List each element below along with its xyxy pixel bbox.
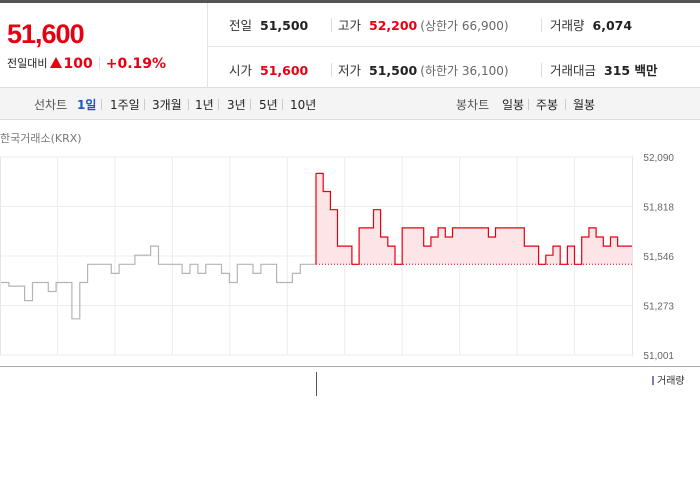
stat-value: 6,074 (592, 18, 633, 33)
tab-weekly-candle[interactable]: 주봉 (536, 98, 559, 112)
divider (144, 99, 145, 110)
y-tick-label: 51,001 (643, 351, 674, 362)
divider (218, 99, 219, 110)
tab-5years[interactable]: 5년 (259, 98, 278, 112)
price-summary: 51,600 전일대비 100 +0.19% (0, 3, 208, 88)
stat-label: 저가 (338, 63, 362, 78)
divider (188, 99, 189, 110)
stat-value: 51,600 (260, 63, 309, 78)
stat-low: 저가 51,500 (하한가 36,100) (338, 60, 509, 79)
stat-label: 전일 (229, 18, 253, 33)
change-label: 전일대비 (7, 57, 48, 70)
tab-monthly-candle[interactable]: 월봉 (573, 98, 596, 112)
series-line-previous (1, 245, 316, 320)
stat-value: 51,500 (369, 63, 418, 78)
stat-high: 고가 52,200 (상한가 66,900) (338, 15, 509, 34)
chart-period-tabs: 선차트 1일 1주일 3개월 1년 3년 5년 10년 봉차트 일봉 주봉 월봉 (0, 88, 700, 120)
y-tick-label: 51,546 (643, 252, 674, 263)
stat-label: 고가 (338, 18, 362, 33)
divider (331, 63, 332, 77)
stat-value: 52,200 (369, 18, 418, 33)
upper-limit: (상한가 66,900) (420, 19, 509, 33)
volume-legend-label: 거래량 (657, 376, 685, 387)
y-tick-label: 51,818 (643, 203, 674, 214)
stat-amount: 거래대금 315 백만 (550, 60, 657, 79)
change-row: 전일대비 100 +0.19% (7, 55, 166, 72)
divider (101, 99, 102, 110)
stat-volume: 거래량 6,074 (550, 15, 632, 34)
volume-bar (316, 372, 317, 396)
lower-limit: (하한가 36,100) (420, 64, 509, 78)
tab-daily-candle[interactable]: 일봉 (502, 98, 525, 112)
stat-prev-close: 전일 51,500 (229, 15, 308, 34)
divider (282, 99, 283, 110)
divider (331, 18, 332, 32)
divider (98, 57, 100, 70)
y-tick-label: 51,273 (643, 302, 674, 313)
stats-row-divider (208, 46, 700, 47)
stat-value: 51,500 (260, 18, 309, 33)
quote-header: 51,600 전일대비 100 +0.19% 전일 51,500 고가 52,200 (상… (0, 0, 700, 88)
series-line-today (316, 172, 632, 265)
divider (565, 99, 566, 110)
volume-legend-swatch (652, 376, 654, 385)
y-tick-label: 52,090 (643, 153, 674, 164)
change-value: 100 (63, 56, 93, 72)
volume-chart-area (0, 366, 700, 398)
data-source-label: 한국거래소(KRX) (0, 132, 82, 145)
up-arrow-icon (50, 57, 63, 68)
change-percent: +0.19% (105, 56, 167, 72)
price-line-chart: 52,090 51,818 51,546 51,273 51,001 (0, 153, 674, 362)
tab-3months[interactable]: 3개월 (152, 98, 182, 112)
stat-label: 거래량 (550, 18, 585, 33)
current-price: 51,600 (7, 19, 85, 49)
volume-legend: 거래량 (652, 372, 685, 387)
divider (541, 18, 542, 32)
divider (541, 63, 542, 77)
tab-3years[interactable]: 3년 (227, 98, 246, 112)
divider (250, 99, 251, 110)
series-fill-area (316, 173, 632, 265)
stat-label: 시가 (229, 63, 253, 78)
divider (528, 99, 529, 110)
tab-1week[interactable]: 1주일 (110, 98, 140, 112)
tab-1day[interactable]: 1일 (77, 98, 97, 112)
tab-1year[interactable]: 1년 (195, 98, 214, 112)
line-chart-label: 선차트 (34, 98, 68, 112)
tab-10years[interactable]: 10년 (290, 98, 317, 112)
stat-value: 315 백만 (604, 63, 658, 78)
stat-label: 거래대금 (550, 63, 597, 78)
candle-chart-label: 봉차트 (456, 98, 490, 112)
stat-open: 시가 51,600 (229, 60, 308, 79)
